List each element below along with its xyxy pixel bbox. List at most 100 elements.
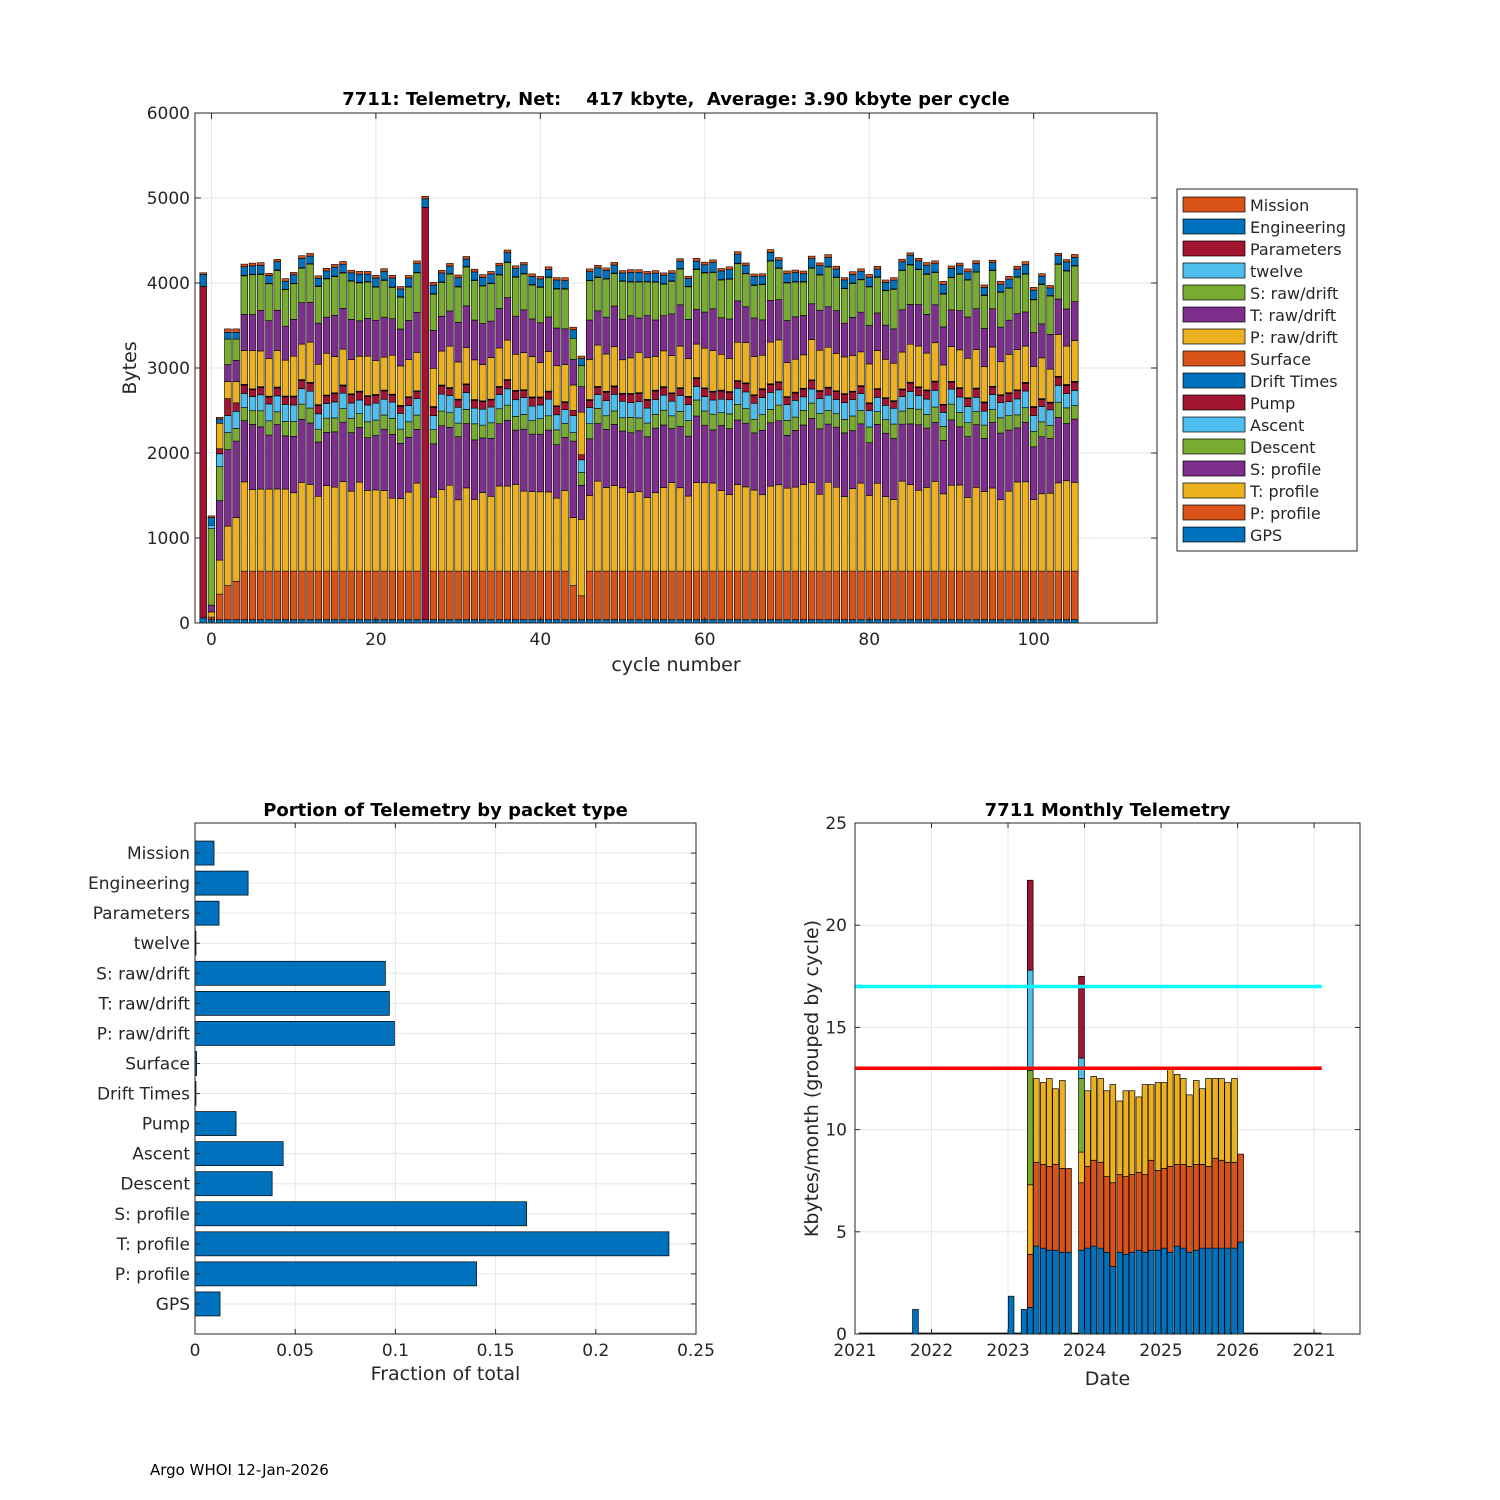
cycle-bar-segment <box>733 484 742 572</box>
cycle-bar-segment <box>816 349 824 391</box>
cycle-bar-segment <box>363 281 372 319</box>
cycle-bar-segment <box>339 308 347 350</box>
cycle-bar-segment <box>1005 287 1013 321</box>
cycle-bar-segment <box>980 410 989 426</box>
cycle-bar-segment <box>1054 482 1063 572</box>
cycle-bar-segment <box>980 424 989 439</box>
cycle-bar-segment <box>791 619 799 624</box>
cycle-bar-segment <box>602 270 610 279</box>
cycle-bar-segment <box>783 273 791 283</box>
fraction-bar <box>194 1171 273 1197</box>
cycle-bar-segment <box>1013 481 1021 572</box>
cycle-bar-segment <box>692 260 701 270</box>
cycle-bar-segment <box>528 276 536 285</box>
cycle-bar-segment <box>462 384 471 393</box>
cycle-bar-segment <box>610 386 619 395</box>
cycle-bar-segment <box>248 389 257 397</box>
cycle-bar-segment <box>742 486 750 572</box>
cycle-bar-segment <box>594 423 602 482</box>
cycle-bar-segment <box>569 432 577 442</box>
cycle-bar-segment <box>701 410 709 426</box>
cycle-bar-segment <box>273 395 281 413</box>
legend-swatch <box>1182 306 1246 323</box>
cycle-bar-segment <box>783 282 791 321</box>
cycle-bar-segment <box>553 414 561 431</box>
cycle-bar-segment <box>331 266 339 277</box>
cycle-bar-segment <box>232 428 240 442</box>
cycle-bar-segment <box>923 570 931 620</box>
cycle-bar-segment <box>372 395 380 404</box>
cycle-bar-segment <box>257 410 265 428</box>
cycle-bar-segment <box>692 258 701 262</box>
cycle-bar-segment <box>651 356 660 391</box>
cycle-bar-segment <box>454 399 462 408</box>
cycle-bar-segment <box>594 267 602 278</box>
cycle-bar-segment <box>840 570 849 620</box>
cycle-bar-segment <box>799 388 808 398</box>
cycle-bar-segment <box>470 619 479 624</box>
monthly-bar-segment <box>1122 1090 1130 1177</box>
cycle-bar-segment <box>881 570 890 620</box>
cycle-bar-segment <box>257 387 265 396</box>
cycle-bar-segment <box>857 619 865 624</box>
cycle-bar-segment <box>1029 499 1038 572</box>
cycle-bar-segment <box>791 281 799 318</box>
cycle-bar-segment <box>331 276 339 316</box>
cycle-bar-segment <box>931 422 939 482</box>
cycle-bar-segment <box>355 273 364 283</box>
footer-credit: Argo WHOI 12-Jan-2026 <box>150 1461 329 1479</box>
cycle-bar-segment <box>363 421 372 438</box>
cycle-bar-segment <box>931 619 939 624</box>
cycle-bar-segment <box>923 314 931 354</box>
cycle-bar-segment <box>314 277 323 287</box>
cycle-bar-segment <box>725 266 734 270</box>
cycle-bar-segment <box>1046 619 1054 624</box>
cycle-bar-segment <box>1029 415 1038 432</box>
cycle-bar-segment <box>487 320 495 358</box>
cycle-bar-segment <box>561 328 569 365</box>
cycle-bar-segment <box>520 352 528 391</box>
cycle-bar-segment <box>1029 430 1038 448</box>
cycle-bar-segment <box>355 391 364 401</box>
cycle-bar-segment <box>824 619 832 624</box>
cycle-bar-segment <box>791 272 799 282</box>
monthly-bar-segment <box>1103 1176 1110 1253</box>
cycle-bar-segment <box>783 570 791 620</box>
cycle-bar-segment <box>906 252 915 256</box>
cycle-bar-segment <box>281 421 290 437</box>
cycle-bar-segment <box>890 277 898 281</box>
cycle-bar-segment <box>199 274 207 287</box>
monthly-bar-segment <box>1084 1090 1091 1167</box>
cycle-bar-segment <box>503 380 512 390</box>
cycle-bar-segment <box>215 453 224 467</box>
cycle-bar-segment <box>503 252 512 263</box>
cycle-bar-segment <box>503 619 512 624</box>
cycle-bar-segment <box>659 487 668 572</box>
monthly-bar-segment <box>1109 1182 1117 1267</box>
cycle-bar-segment <box>306 341 314 383</box>
cycle-bar-segment <box>816 391 824 399</box>
cycle-bar-segment <box>980 328 989 368</box>
cycle-bar-segment <box>462 423 471 489</box>
monthly-bar-segment <box>1033 1245 1040 1335</box>
cycle-bar-segment <box>487 422 495 439</box>
cycle-bar-segment <box>339 348 347 386</box>
cycle-bar-segment <box>758 570 767 620</box>
cycle-bar-segment <box>881 496 890 572</box>
cycle-bar-segment <box>807 619 816 624</box>
cycle-bar-segment <box>298 570 306 620</box>
cycle-bar-segment <box>742 264 750 274</box>
cycle-bar-segment <box>1062 259 1071 263</box>
cycle-bar-segment <box>380 268 388 272</box>
cycle-bar-segment <box>881 398 890 406</box>
cycle-bar-segment <box>717 317 725 355</box>
cycle-bar-segment <box>890 619 898 624</box>
cycle-bar-segment <box>396 570 405 620</box>
cycle-bar-segment <box>832 268 841 278</box>
cycle-bar-segment <box>1038 493 1046 572</box>
cycle-bar-segment <box>1038 619 1046 624</box>
cycle-bar-segment <box>766 341 775 385</box>
cycle-bar-segment <box>799 396 808 411</box>
cycle-bar-segment <box>947 419 956 486</box>
cycle-bar-segment <box>207 517 216 526</box>
